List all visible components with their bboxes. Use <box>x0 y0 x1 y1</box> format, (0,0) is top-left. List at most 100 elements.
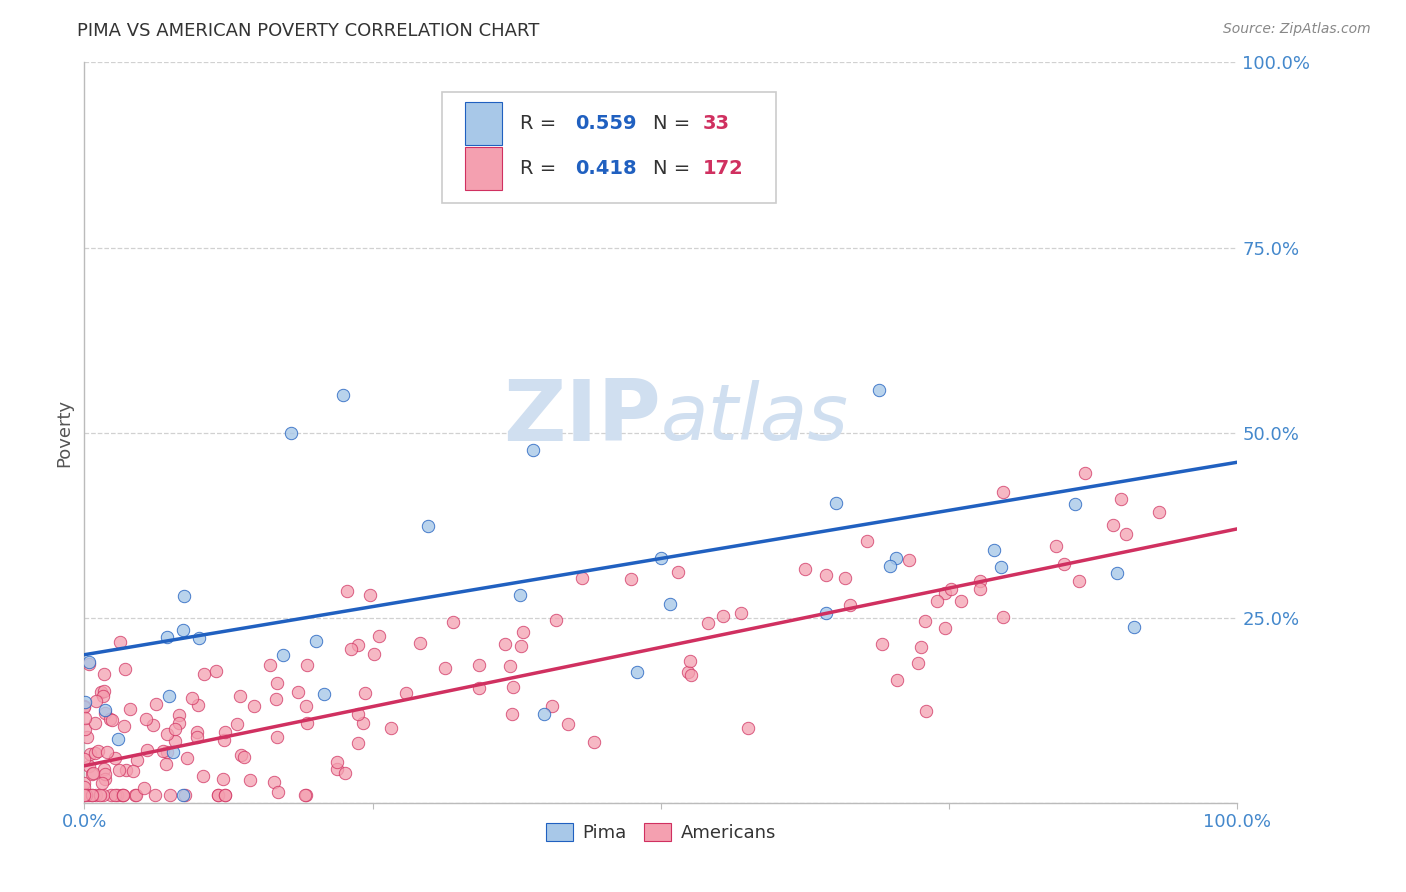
Text: 0.418: 0.418 <box>575 159 637 178</box>
Point <box>557 717 579 731</box>
Point <box>502 680 524 694</box>
Text: 0.559: 0.559 <box>575 114 637 134</box>
Point <box>907 656 929 670</box>
Point <box>541 698 564 713</box>
Point <box>125 754 148 768</box>
Point <box>172 623 194 637</box>
Point <box>271 648 294 663</box>
Point <box>666 565 689 579</box>
Point <box>111 789 134 803</box>
Point <box>934 621 956 635</box>
Y-axis label: Poverty: Poverty <box>55 399 73 467</box>
Point <box>305 634 328 648</box>
Point <box>73 752 96 766</box>
Point <box>533 706 555 721</box>
Point <box>839 598 862 612</box>
Point <box>626 665 648 680</box>
Point <box>510 639 533 653</box>
Point <box>434 661 457 675</box>
Point <box>280 425 302 440</box>
Point <box>207 789 229 803</box>
Point <box>983 542 1005 557</box>
Point <box>80 789 103 803</box>
Point <box>363 648 385 662</box>
Legend: Pima, Americans: Pima, Americans <box>538 815 783 849</box>
Point <box>187 632 209 646</box>
Point <box>172 789 194 803</box>
Point <box>509 588 531 602</box>
Point <box>207 789 229 803</box>
Text: 33: 33 <box>703 114 730 134</box>
Point <box>77 759 100 773</box>
Point <box>824 496 846 510</box>
Point <box>969 574 991 589</box>
Point <box>100 789 122 803</box>
Point <box>814 568 837 582</box>
Point <box>214 789 236 803</box>
Point <box>897 553 920 567</box>
Point <box>879 558 901 573</box>
Point <box>105 789 128 803</box>
Point <box>228 689 250 703</box>
Point <box>295 657 318 672</box>
Point <box>124 789 146 803</box>
Point <box>233 750 256 764</box>
Point <box>193 667 215 681</box>
Point <box>395 686 418 700</box>
Point <box>1123 620 1146 634</box>
Point <box>1147 505 1170 519</box>
Point <box>927 594 949 608</box>
Point <box>112 719 135 733</box>
Point <box>914 704 936 718</box>
Point <box>125 789 148 803</box>
Point <box>136 743 159 757</box>
Text: Source: ZipAtlas.com: Source: ZipAtlas.com <box>1223 22 1371 37</box>
Point <box>79 747 101 761</box>
Point <box>737 721 759 735</box>
Point <box>266 730 288 744</box>
Point <box>212 772 235 786</box>
Point <box>408 636 430 650</box>
Point <box>73 711 96 725</box>
Point <box>969 582 991 597</box>
Point <box>259 658 281 673</box>
Point <box>162 745 184 759</box>
Point <box>312 687 335 701</box>
Point <box>155 756 177 771</box>
Point <box>84 789 107 803</box>
Point <box>156 745 179 759</box>
Point <box>91 690 114 704</box>
FancyBboxPatch shape <box>441 92 776 203</box>
Text: 172: 172 <box>703 159 744 178</box>
Point <box>73 700 96 714</box>
Point <box>347 736 370 750</box>
Point <box>499 658 522 673</box>
Point <box>155 630 177 644</box>
Point <box>441 615 464 629</box>
Point <box>468 658 491 673</box>
Point <box>870 637 893 651</box>
Point <box>204 664 226 678</box>
Point <box>522 443 544 458</box>
Point <box>90 775 112 789</box>
Point <box>134 780 156 795</box>
Point <box>332 387 354 401</box>
Point <box>583 735 606 749</box>
Point <box>114 662 136 676</box>
Point <box>949 594 972 608</box>
Point <box>120 702 142 716</box>
Point <box>103 789 125 803</box>
Point <box>73 698 96 713</box>
Point <box>336 584 359 599</box>
Point <box>294 698 316 713</box>
Point <box>159 789 181 803</box>
Point <box>267 785 290 799</box>
Point <box>910 640 932 655</box>
Point <box>163 734 186 748</box>
FancyBboxPatch shape <box>465 147 502 190</box>
Point <box>174 789 197 803</box>
Point <box>186 730 208 744</box>
Point <box>696 615 718 630</box>
Point <box>111 789 134 803</box>
Point <box>679 654 702 668</box>
